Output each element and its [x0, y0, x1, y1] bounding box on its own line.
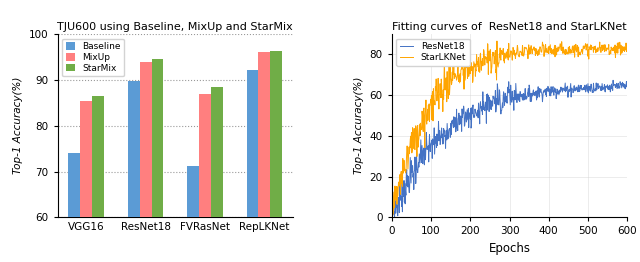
ResNet18 — [623, 85, 631, 88]
X-axis label: Epochs: Epochs — [488, 242, 531, 255]
Bar — [152, 59, 163, 262]
Bar — [68, 153, 80, 262]
Title: Fitting curves of  ResNet18 and StarLKNet: Fitting curves of ResNet18 and StarLKNet — [392, 22, 627, 32]
StarLKNet — [388, 216, 396, 219]
Line: ResNet18: ResNet18 — [392, 80, 627, 217]
StarLKNet — [432, 89, 440, 92]
Y-axis label: Top-1 Accuracy(%): Top-1 Accuracy(%) — [13, 77, 24, 174]
Bar — [187, 166, 199, 262]
ResNet18 — [466, 114, 474, 117]
Bar — [92, 96, 104, 262]
StarLKNet — [608, 48, 616, 51]
Bar — [128, 81, 140, 262]
Y-axis label: Top-1 Accuracy(%): Top-1 Accuracy(%) — [354, 77, 364, 174]
Bar — [211, 87, 223, 262]
StarLKNet — [616, 45, 624, 48]
Bar — [199, 94, 211, 262]
Legend: Baseline, MixUp, StarMix: Baseline, MixUp, StarMix — [62, 39, 124, 77]
StarLKNet — [493, 40, 501, 43]
StarLKNet — [623, 47, 631, 51]
ResNet18 — [388, 216, 396, 219]
ResNet18 — [609, 79, 617, 82]
Bar — [140, 62, 152, 262]
Line: StarLKNet: StarLKNet — [392, 41, 627, 217]
ResNet18 — [575, 86, 583, 89]
Bar — [246, 70, 259, 262]
Legend: ResNet18, StarLKNet: ResNet18, StarLKNet — [396, 39, 470, 66]
ResNet18 — [403, 168, 411, 171]
StarLKNet — [576, 51, 584, 54]
Bar — [270, 51, 282, 262]
Bar — [80, 101, 92, 262]
StarLKNet — [403, 150, 411, 153]
ResNet18 — [607, 83, 615, 86]
Title: TJU600 using Baseline, MixUp and StarMix: TJU600 using Baseline, MixUp and StarMix — [58, 22, 293, 32]
Bar — [259, 52, 270, 262]
StarLKNet — [466, 65, 474, 68]
ResNet18 — [616, 80, 624, 83]
ResNet18 — [432, 141, 440, 145]
